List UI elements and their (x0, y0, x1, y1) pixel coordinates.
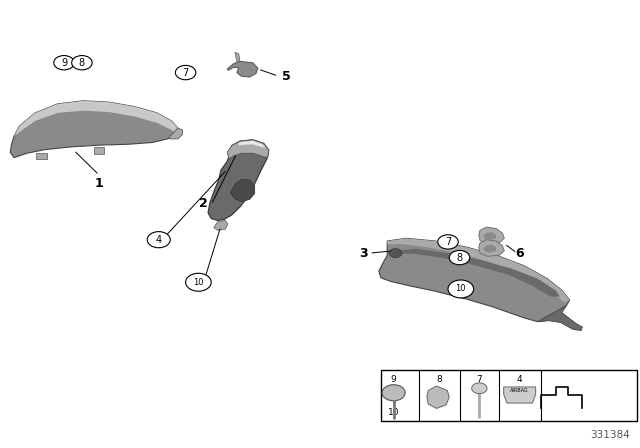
Polygon shape (387, 238, 570, 302)
Circle shape (54, 56, 74, 70)
Polygon shape (479, 240, 504, 256)
Polygon shape (227, 61, 258, 77)
Polygon shape (483, 245, 496, 253)
Text: 5: 5 (282, 69, 291, 83)
Polygon shape (227, 140, 269, 159)
Text: 9: 9 (391, 375, 396, 384)
Circle shape (72, 56, 92, 70)
Polygon shape (208, 140, 269, 220)
Text: AIRBAG: AIRBAG (510, 388, 529, 393)
Circle shape (175, 65, 196, 80)
Circle shape (449, 250, 470, 265)
Circle shape (438, 235, 458, 249)
Polygon shape (538, 306, 582, 331)
Text: 4: 4 (156, 235, 162, 245)
FancyBboxPatch shape (381, 370, 637, 421)
Circle shape (448, 280, 474, 298)
Polygon shape (379, 238, 570, 322)
Text: 7: 7 (445, 237, 451, 247)
Text: 10: 10 (388, 408, 399, 417)
Polygon shape (170, 128, 182, 139)
Polygon shape (235, 52, 240, 61)
Polygon shape (483, 232, 496, 240)
Polygon shape (214, 220, 228, 230)
Polygon shape (394, 249, 560, 297)
Polygon shape (239, 141, 266, 148)
Text: 10: 10 (193, 278, 204, 287)
Circle shape (389, 249, 402, 258)
Circle shape (382, 385, 405, 401)
Text: 7: 7 (182, 68, 189, 78)
Polygon shape (14, 101, 178, 136)
Circle shape (186, 273, 211, 291)
Text: 3: 3 (360, 246, 368, 260)
Polygon shape (230, 179, 255, 202)
Text: 2: 2 (199, 197, 208, 211)
Polygon shape (10, 101, 178, 158)
Text: 9: 9 (61, 58, 67, 68)
Text: 6: 6 (515, 246, 524, 260)
Text: 8: 8 (456, 253, 463, 263)
Polygon shape (427, 386, 449, 409)
Polygon shape (504, 387, 536, 403)
Text: 7: 7 (477, 375, 482, 384)
Circle shape (472, 383, 487, 394)
Text: 8: 8 (79, 58, 85, 68)
Text: 10: 10 (456, 284, 466, 293)
Text: 1: 1 (95, 177, 104, 190)
Text: 8: 8 (437, 375, 442, 384)
Text: 4: 4 (517, 375, 522, 384)
Polygon shape (94, 147, 104, 154)
Polygon shape (36, 153, 47, 159)
Text: 331384: 331384 (591, 430, 630, 440)
Polygon shape (479, 227, 504, 244)
Circle shape (147, 232, 170, 248)
